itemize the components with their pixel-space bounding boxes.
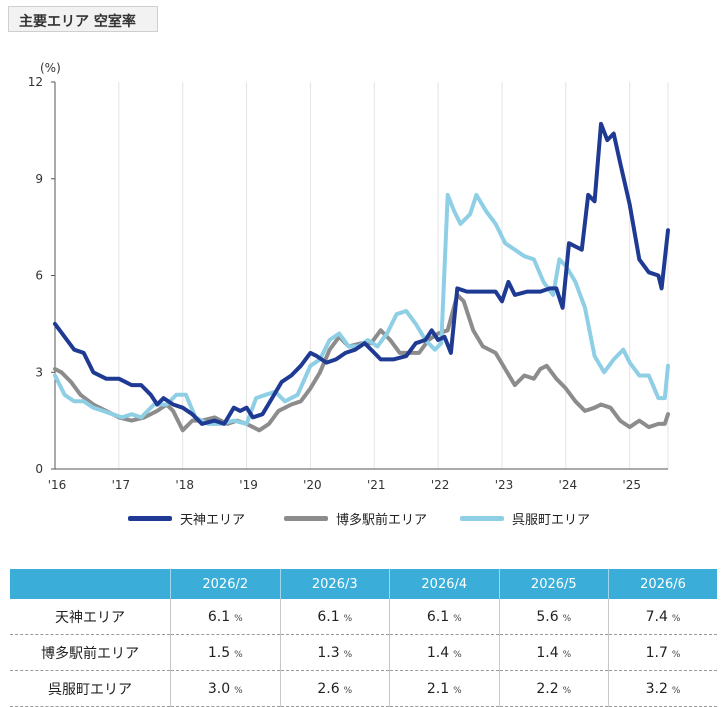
cell-value: 1.5: [207, 644, 231, 661]
legend-item-hakata: 博多駅前エリア: [284, 509, 427, 528]
cell-value: 2.2: [536, 680, 559, 697]
legend-label-tenjin: 天神エリア: [180, 513, 246, 528]
cell-unit: %: [671, 613, 681, 624]
cell-value: 3.2: [645, 680, 668, 697]
cell-value: 6.1: [426, 608, 450, 625]
y-tick-label: 9: [35, 172, 43, 186]
legend-swatch-hakata: [284, 516, 328, 521]
cell-value: 1.7: [645, 644, 668, 661]
cell-unit: %: [562, 685, 572, 696]
x-tick-label: '23: [495, 478, 514, 492]
line-chart: 0 3 6 9 12(%) '16 '17 '18 '19 '20 '21 '22 '23 '24 '25: [28, 61, 670, 492]
cell-unit: %: [453, 613, 462, 624]
cell-unit: %: [234, 613, 243, 624]
table-corner-cell: [10, 569, 171, 599]
x-tick-label: '20: [303, 478, 322, 492]
table-header-month: 2026/2: [170, 569, 281, 599]
cell-unit: %: [562, 613, 572, 624]
table-cell: 1.3%: [280, 634, 391, 671]
table-cell: 2.1%: [389, 670, 500, 707]
table-cell: 1.4%: [389, 634, 500, 671]
cell-value: 2.1: [426, 680, 450, 697]
cell-unit: %: [234, 685, 243, 696]
table-row: 博多駅前エリア 1.5% 1.3% 1.4% 1.4% 1.7%: [10, 634, 717, 671]
table-cell: 6.1%: [280, 599, 391, 635]
series-line-2: [53, 192, 670, 426]
y-tick-label: 12: [28, 75, 43, 89]
y-tick-label: 6: [35, 269, 43, 283]
cell-value: 7.4: [645, 608, 668, 625]
series-line-0: [53, 121, 670, 426]
legend-item-tenjin: 天神エリア: [128, 509, 245, 528]
x-tick-label: '21: [367, 478, 386, 492]
cell-value: 1.3: [317, 644, 340, 661]
cell-value: 6.1: [317, 608, 340, 625]
table-row: 呉服町エリア 3.0% 2.6% 2.1% 2.2% 3.2%: [10, 670, 717, 707]
cell-value: 2.6: [317, 680, 340, 697]
cell-unit: %: [343, 613, 353, 624]
table-header-month: 2026/5: [499, 569, 610, 599]
table-row-label: 呉服町エリア: [10, 670, 171, 707]
table-cell: 5.6%: [499, 599, 610, 635]
table-header-month: 2026/6: [608, 569, 717, 599]
table-header-month: 2026/3: [280, 569, 391, 599]
table-row: 天神エリア 6.1% 6.1% 6.1% 5.6% 7.4%: [10, 599, 717, 635]
table-cell: 6.1%: [389, 599, 500, 635]
cell-unit: %: [453, 685, 462, 696]
cell-value: 1.4: [426, 644, 450, 661]
cell-value: 3.0: [207, 680, 231, 697]
table-cell: 7.4%: [608, 599, 717, 635]
legend-swatch-tenjin: [128, 516, 172, 521]
y-tick-label: 3: [35, 365, 43, 379]
cell-value: 1.4: [536, 644, 559, 661]
y-axis-label: (%): [40, 61, 61, 75]
table-row-label: 博多駅前エリア: [10, 634, 171, 671]
table-cell: 2.6%: [280, 670, 391, 707]
legend-swatch-gofukumachi: [460, 516, 504, 521]
cell-value: 6.1: [207, 608, 231, 625]
chart-title: 主要エリア 空室率: [19, 14, 136, 30]
cell-unit: %: [343, 685, 353, 696]
vacancy-table: 2026/2 2026/3 2026/4 2026/5 2026/6 天神エリア…: [10, 569, 717, 707]
table-cell: 1.7%: [608, 634, 717, 671]
cell-value: 5.6: [536, 608, 559, 625]
x-tick-label: '19: [239, 478, 258, 492]
cell-unit: %: [671, 649, 681, 660]
table-row-label: 天神エリア: [10, 599, 171, 635]
x-tick-label: '18: [175, 478, 194, 492]
cell-unit: %: [234, 649, 243, 660]
cell-unit: %: [671, 685, 681, 696]
legend-label-gofukumachi: 呉服町エリア: [512, 513, 591, 528]
legend-label-hakata: 博多駅前エリア: [336, 513, 428, 528]
x-tick-label: '24: [559, 478, 578, 492]
cell-unit: %: [343, 649, 353, 660]
x-tick-label: '17: [112, 478, 131, 492]
x-tick-label: '25: [622, 478, 641, 492]
table-header-row: 2026/2 2026/3 2026/4 2026/5 2026/6: [10, 569, 717, 599]
legend-item-gofukumachi: 呉服町エリア: [460, 509, 590, 528]
chart-title-box: 主要エリア 空室率: [8, 6, 158, 32]
table-cell: 1.5%: [170, 634, 281, 671]
y-tick-label: 0: [35, 462, 43, 476]
table-cell: 3.2%: [608, 670, 717, 707]
table-cell: 2.2%: [499, 670, 610, 707]
table-header-month: 2026/4: [389, 569, 500, 599]
x-tick-label: '22: [431, 478, 450, 492]
table-cell: 1.4%: [499, 634, 610, 671]
x-tick-label: '16: [48, 478, 67, 492]
cell-unit: %: [562, 649, 572, 660]
table-cell: 3.0%: [170, 670, 281, 707]
table-cell: 6.1%: [170, 599, 281, 635]
chart-legend: 天神エリア 博多駅前エリア 呉服町エリア: [0, 509, 723, 529]
cell-unit: %: [453, 649, 462, 660]
